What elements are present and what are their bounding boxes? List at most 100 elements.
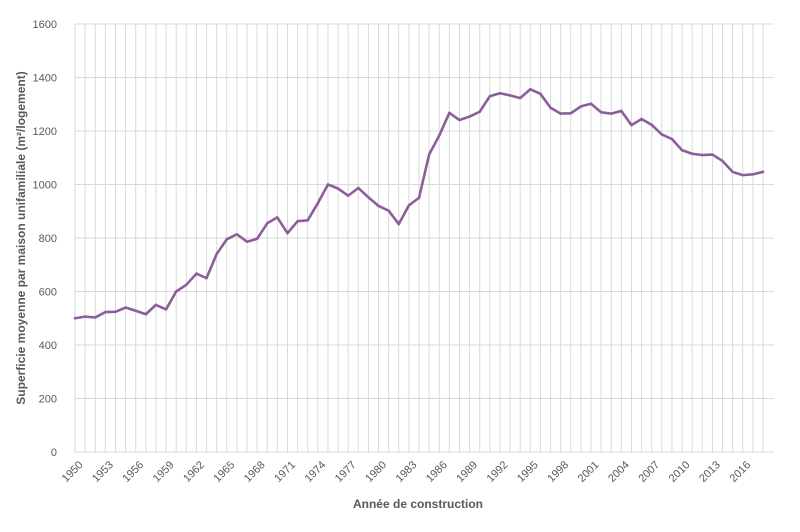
series-layer (73, 87, 765, 320)
x-tick-label: 1989 (454, 459, 480, 485)
x-tick-label: 1980 (363, 459, 389, 485)
data-point (255, 237, 259, 240)
x-tick-label: 1956 (120, 459, 146, 485)
data-point (235, 233, 239, 236)
y-tick-label: 200 (39, 394, 57, 406)
y-tick-label: 0 (51, 447, 57, 459)
data-point (387, 209, 390, 212)
data-point (711, 153, 714, 156)
data-point (326, 183, 330, 186)
x-tick-label: 1950 (60, 459, 86, 485)
data-point (185, 283, 188, 287)
x-tick-label: 1983 (394, 459, 420, 485)
x-tick-label: 2004 (606, 459, 632, 485)
data-point (407, 204, 411, 207)
data-point (266, 222, 269, 225)
data-point (650, 123, 653, 127)
data-point (124, 306, 127, 309)
horizontal-gridlines (75, 23, 774, 453)
data-point (286, 231, 289, 235)
data-point (458, 118, 461, 122)
x-tick-label: 1974 (303, 459, 329, 485)
x-tick-label: 1959 (151, 459, 177, 485)
data-point (94, 316, 97, 319)
data-point (427, 153, 431, 156)
y-tick-label: 800 (39, 233, 57, 245)
data-point (529, 88, 532, 91)
data-point (539, 92, 542, 96)
x-tick-label: 1968 (242, 459, 268, 485)
data-point (599, 111, 603, 114)
data-point (296, 219, 299, 223)
data-point (559, 112, 562, 115)
x-tick-label: 1965 (212, 459, 238, 485)
data-point (508, 94, 512, 97)
data-point (205, 276, 208, 280)
data-point (357, 186, 360, 190)
data-point (589, 102, 593, 105)
x-tick-label: 2007 (636, 459, 662, 485)
data-point (154, 303, 158, 307)
data-point (144, 313, 148, 316)
x-tick-label: 1992 (485, 459, 511, 485)
data-point (518, 96, 522, 100)
data-point (346, 194, 350, 197)
data-point (377, 204, 380, 208)
data-point (174, 290, 178, 293)
x-tick-label: 2013 (697, 459, 723, 485)
data-point (620, 109, 623, 113)
data-point (336, 187, 340, 190)
data-point (397, 222, 400, 226)
y-tick-label: 600 (39, 287, 57, 299)
data-point (630, 123, 633, 127)
data-point (640, 117, 643, 121)
x-tick-label: 1995 (515, 459, 541, 485)
data-point (498, 92, 502, 95)
data-point (468, 115, 471, 118)
data-point (104, 310, 107, 314)
x-tick-label: 1998 (545, 459, 571, 485)
data-point (164, 308, 168, 311)
data-point (610, 112, 613, 115)
x-tick-label: 1953 (90, 459, 116, 485)
data-point (751, 173, 755, 176)
x-axis-title: Année de construction (353, 497, 483, 511)
y-axis-title: Superficie moyenne par maison unifamilia… (14, 71, 28, 404)
y-tick-label: 1600 (33, 19, 57, 31)
data-point (701, 153, 704, 157)
data-point (438, 134, 441, 137)
data-point (680, 149, 684, 152)
data-point (134, 309, 137, 312)
data-point (761, 170, 765, 174)
x-tick-label: 2010 (667, 459, 693, 485)
data-point (731, 170, 734, 174)
data-point (660, 133, 664, 136)
data-point (488, 95, 492, 98)
y-tick-label: 1400 (33, 73, 57, 85)
data-point (367, 196, 370, 199)
x-tick-label: 1962 (181, 459, 207, 485)
y-tick-label: 1000 (33, 180, 57, 192)
data-point (114, 310, 117, 314)
data-point (245, 240, 249, 243)
data-point (316, 202, 320, 205)
data-point (569, 112, 572, 115)
data-point (478, 110, 481, 113)
x-tick-label: 1977 (333, 459, 359, 485)
data-point (549, 106, 552, 109)
data-point (73, 317, 77, 320)
data-point (448, 111, 451, 115)
data-point (195, 272, 198, 275)
x-tick-label: 2001 (576, 459, 602, 485)
data-point (670, 137, 674, 141)
x-tick-label: 1971 (272, 459, 298, 485)
y-axis-tick-labels: 0 200 400 600 800 1000 1200 1400 1600 (33, 19, 57, 459)
data-point (306, 219, 309, 222)
data-point (721, 159, 724, 163)
x-tick-label: 2016 (728, 459, 754, 485)
data-point (741, 173, 744, 177)
x-axis-tick-labels: 1950 1953 1956 1959 1962 1965 1968 1971 1974 1977… (60, 459, 754, 485)
data-point (276, 216, 279, 219)
data-point (579, 105, 583, 108)
